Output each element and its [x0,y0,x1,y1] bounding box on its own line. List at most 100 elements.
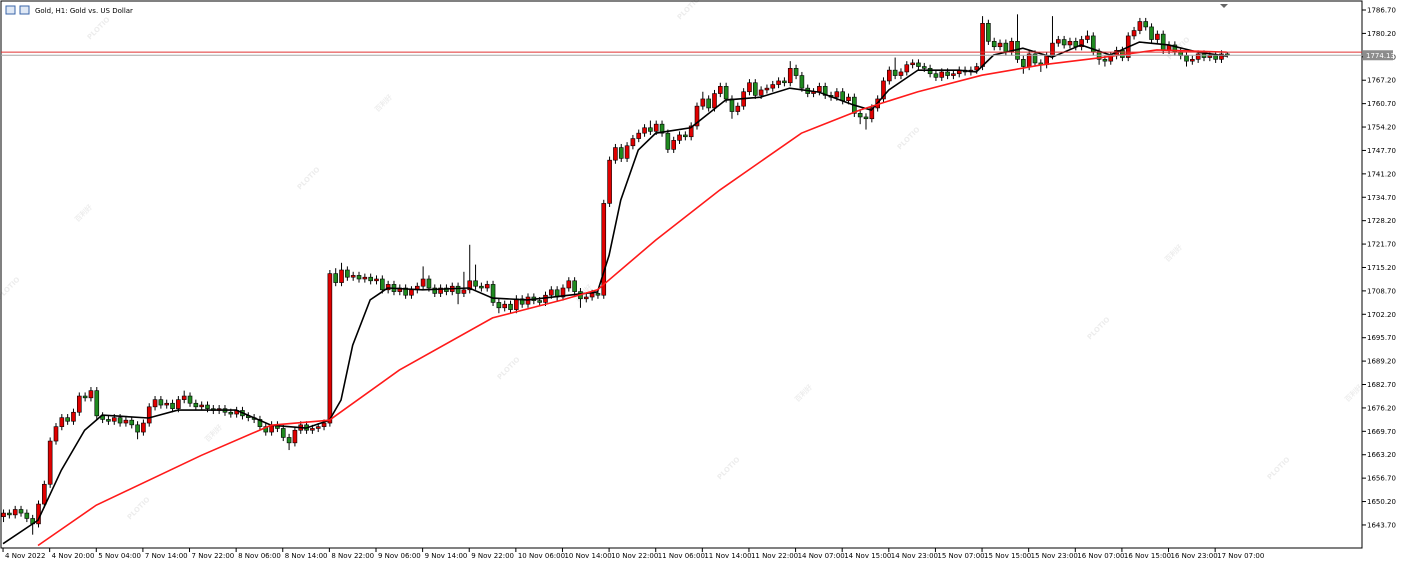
x-tick-label: 11 Nov 22:00 [751,552,798,560]
candle-body [624,145,630,159]
x-tick-label: 9 Nov 14:00 [425,552,468,560]
x-tick-label: 4 Nov 20:00 [52,552,95,560]
candle-body [496,302,502,309]
y-tick-label: 1682.70 [1367,381,1396,389]
y-tick-label: 1663.20 [1367,451,1396,459]
candle-body [310,428,315,431]
y-tick-label: 1780.20 [1367,30,1396,38]
candle-body [589,293,595,298]
candle-body [560,287,566,298]
candle-body [385,284,391,291]
x-tick-label: 10 Nov 14:00 [564,552,611,560]
candle-body [892,69,898,76]
candle-body [1143,21,1149,28]
candle-body [380,278,385,291]
candle-body [350,275,356,278]
candle-body [432,287,438,294]
candle-body [799,75,805,89]
candle-body [438,287,443,294]
candle-body [1067,41,1073,46]
candle-body [257,419,263,427]
candle-body [53,426,59,442]
candle-body [479,285,484,289]
candle-body [729,98,735,112]
candle-body [508,303,513,310]
y-tick-label: 1760.70 [1367,100,1396,108]
candle-body [653,123,659,132]
candle-body [1213,55,1218,60]
candle-body [723,86,729,100]
candle-body [601,203,607,296]
icon [5,5,16,15]
candle-body [461,289,467,294]
candle-body [106,419,111,422]
candle-body [473,280,478,287]
price-label-box [1363,50,1393,61]
x-tick-label: 8 Nov 14:00 [285,552,328,560]
candle-body [997,42,1003,48]
candle-body [205,404,210,409]
candle-body [368,276,373,282]
x-tick-label: 10 Nov 06:00 [518,552,565,560]
candle-body [712,93,717,109]
candle-body [1003,42,1009,53]
candle-body [455,285,461,294]
candle-body [700,98,706,107]
candle-body [280,428,286,438]
x-tick-label: 5 Nov 04:00 [98,552,141,560]
y-tick-label: 1786.70 [1367,7,1396,15]
candle-body [484,284,490,289]
y-tick-label: 1708.70 [1367,287,1396,295]
candle-body [817,86,822,93]
candle-body [426,278,432,289]
x-tick-label: 4 Nov 2022 [5,552,45,560]
candle-body [566,280,572,289]
candle-body [648,127,653,132]
candle-body [671,140,676,150]
candle-body [1195,53,1201,60]
candle-body [88,390,94,399]
candle-body [1219,53,1224,60]
candle-body [158,399,164,406]
candle-body [735,105,741,112]
candle-body [327,273,333,424]
x-tick-label: 9 Nov 06:00 [378,552,421,560]
y-tick-label: 1702.20 [1367,311,1396,319]
candle-body [846,96,851,102]
candle-body [694,105,700,127]
toolbar-icons [5,5,30,15]
ma-line [2,41,1227,545]
candle-body [916,62,921,67]
candle-body [752,82,758,96]
candle-body [583,296,589,300]
candle-body [514,298,519,310]
candle-body [770,84,776,89]
candle-body [1026,53,1032,67]
x-tick-label: 8 Nov 06:00 [238,552,281,560]
y-tick-label: 1676.20 [1367,404,1396,412]
candle-body [1061,39,1067,46]
candle-body [490,284,496,303]
candle-body [595,293,601,296]
candle-body [1032,53,1038,64]
x-tick-label: 9 Nov 22:00 [471,552,514,560]
candle-body [782,80,787,84]
candle-body [7,512,12,516]
candle-body [718,86,723,94]
candle-body [613,147,618,161]
y-tick-label: 1650.20 [1367,498,1396,506]
y-tick-label: 1689.20 [1367,358,1396,366]
candle-body [1160,33,1166,51]
candle-body [572,280,577,292]
candle-body [869,107,875,120]
y-tick-label: 1695.70 [1367,334,1396,342]
shift-marker [1220,4,1228,8]
candle-body [59,417,65,427]
candle-body [951,73,956,76]
candle-body [141,422,146,433]
candle-body [1079,39,1084,48]
candle-body [502,303,507,309]
candle-body [980,23,985,67]
candle-body [42,483,47,505]
